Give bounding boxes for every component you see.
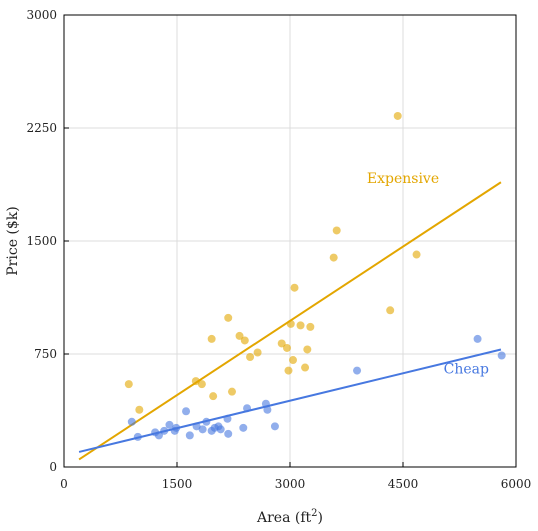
cheap-point [223, 414, 232, 423]
cheap-point [353, 366, 362, 375]
expensive-point [197, 380, 206, 389]
series-labels: Expensive Cheap [367, 171, 489, 378]
cheap-point [154, 431, 163, 440]
y-tick-label: 0 [49, 460, 57, 474]
x-axis-title-superscript: 2 [311, 508, 317, 519]
x-tick-label: 4500 [388, 477, 419, 491]
expensive-point [227, 387, 236, 396]
x-tick-label: 1500 [162, 477, 193, 491]
x-axis-title-main: Area (ft [256, 510, 312, 526]
expensive-point [306, 322, 315, 331]
expensive-point [289, 356, 298, 365]
axis-ticks: 0 1500 3000 4500 6000 0 750 1500 2250 3000 [26, 8, 531, 491]
y-tick-label: 750 [34, 347, 57, 361]
expensive-point [412, 250, 421, 259]
cheap-point [473, 334, 482, 343]
y-tick-label: 3000 [26, 8, 57, 22]
expensive-point [284, 366, 293, 375]
expensive-point [135, 405, 144, 414]
expensive-point [124, 380, 133, 389]
cheap-series-label: Cheap [444, 362, 489, 378]
cheap-point [497, 351, 506, 360]
expensive-point [393, 111, 402, 120]
cheap-point [216, 425, 225, 434]
cheap-point [172, 423, 181, 432]
y-tick-label: 1500 [26, 234, 57, 248]
expensive-point [282, 343, 291, 352]
expensive-point [296, 321, 305, 330]
expensive-point [253, 348, 262, 357]
expensive-point [301, 363, 310, 372]
cheap-point [198, 425, 207, 434]
expensive-point [332, 226, 341, 235]
expensive-point [286, 319, 295, 328]
expensive-point [246, 353, 255, 362]
cheap-point [263, 405, 272, 414]
cheap-point [239, 423, 248, 432]
y-tick-label: 2250 [26, 121, 57, 135]
expensive-point [191, 377, 200, 386]
expensive-series-label: Expensive [367, 171, 439, 187]
expensive-point [329, 253, 338, 262]
x-axis-title-close: ) [318, 510, 323, 526]
cheap-point [127, 417, 136, 426]
cheap-point [160, 426, 169, 435]
cheap-point [133, 432, 142, 441]
cheap-point [182, 407, 191, 416]
expensive-point [277, 339, 286, 348]
cheap-point [243, 404, 252, 413]
x-axis-title: Area (ft2) [256, 508, 323, 526]
expensive-point [386, 306, 395, 315]
expensive-point [240, 336, 249, 345]
cheap-point [192, 422, 201, 431]
expensive-point [290, 283, 299, 292]
expensive-point [224, 313, 233, 322]
cheap-point [165, 420, 174, 429]
x-tick-label: 6000 [501, 477, 532, 491]
expensive-point [207, 334, 216, 343]
cheap-point [185, 431, 194, 440]
cheap-point [261, 399, 270, 408]
expensive-point [209, 392, 218, 401]
y-axis-title: Price ($k) [5, 206, 21, 275]
x-tick-label: 3000 [275, 477, 306, 491]
data-points [124, 111, 506, 441]
x-tick-label: 0 [60, 477, 68, 491]
expensive-point [235, 331, 244, 340]
cheap-point [270, 422, 279, 431]
cheap-point [224, 429, 233, 438]
grid [63, 14, 517, 468]
cheap-point [202, 417, 211, 426]
expensive-point [303, 345, 312, 354]
cheap-trend-line [78, 348, 502, 453]
